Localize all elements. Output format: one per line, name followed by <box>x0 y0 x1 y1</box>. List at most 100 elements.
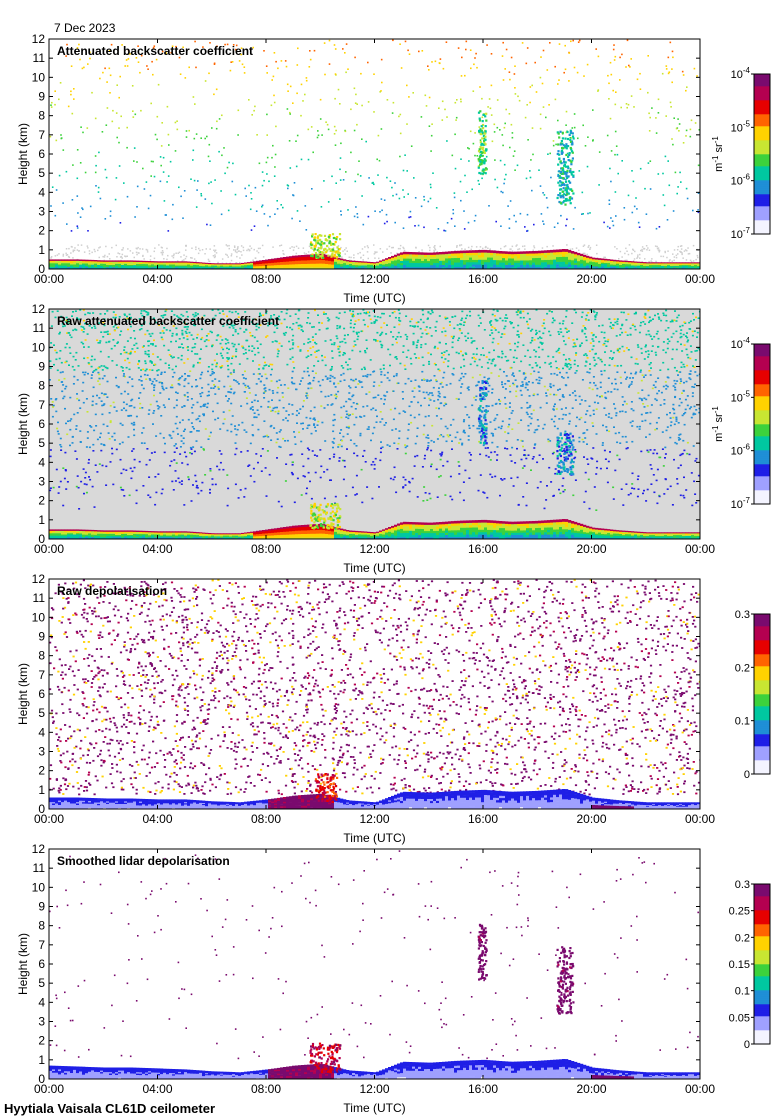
boundary-layer <box>49 1059 700 1079</box>
x-tick-label: 08:00 <box>251 272 281 286</box>
y-tick-label: 5 <box>38 436 45 450</box>
y-tick-label: 4 <box>38 725 45 739</box>
y-tick-label: 9 <box>38 900 45 914</box>
x-tick-label: 08:00 <box>251 1082 281 1096</box>
y-tick-label: 9 <box>38 90 45 104</box>
plot-background <box>49 849 700 1079</box>
x-tick-label: 00:00 <box>34 542 64 556</box>
y-tick-label: 4 <box>38 455 45 469</box>
x-tick-label: 12:00 <box>359 1082 389 1096</box>
colorbar-tick-label: 0.1 <box>735 986 750 998</box>
y-axis-label: Height (km) <box>16 663 30 725</box>
colorbar-tick-label: 0.3 <box>735 609 750 621</box>
date-label: 7 Dec 2023 <box>54 21 116 35</box>
x-tick-label: 12:00 <box>359 272 389 286</box>
colorbar: 0 0.05 0.1 0.15 0.2 0.25 0.3 <box>729 879 771 1051</box>
y-tick-label: 3 <box>38 745 45 759</box>
y-tick-label: 3 <box>38 1015 45 1029</box>
y-tick-label: 0 <box>38 262 45 276</box>
colorbar-tick-label: 10-5 <box>731 389 751 404</box>
cloud-patch <box>477 923 488 981</box>
boundary-layer <box>49 519 700 539</box>
panel-title: Attenuated backscatter coefficient <box>57 44 253 58</box>
x-tick-label: 16:00 <box>468 272 498 286</box>
y-tick-label: 12 <box>32 572 46 586</box>
colorbar-unit-label: m-1 sr-1 <box>711 136 725 172</box>
colorbar: 10-7 10-6 10-5 10-4 m-1 sr-1 <box>711 336 771 511</box>
plot-background <box>49 579 700 809</box>
colorbar-tick-label: 0.05 <box>729 1012 750 1024</box>
x-tick-label: 08:00 <box>251 812 281 826</box>
cloud-patch <box>477 380 488 445</box>
colorbar-tick-label: 10-4 <box>731 66 751 81</box>
y-tick-label: 8 <box>38 649 45 663</box>
cloud-patch <box>477 110 488 176</box>
y-tick-label: 0 <box>38 532 45 546</box>
colorbar-tick-label: 0.15 <box>729 959 750 971</box>
heatmap-area <box>49 39 700 269</box>
y-tick-label: 10 <box>32 70 46 84</box>
x-tick-label: 00:00 <box>34 1082 64 1096</box>
cloud-patch <box>309 502 342 530</box>
x-tick-label: 20:00 <box>576 542 606 556</box>
colorbar-tick-label: 0.3 <box>735 879 750 891</box>
y-tick-label: 2 <box>38 1034 45 1048</box>
x-tick-label: 04:00 <box>142 272 172 286</box>
x-tick-label: 04:00 <box>142 542 172 556</box>
y-tick-label: 0 <box>38 802 45 816</box>
noise-field <box>49 579 700 796</box>
y-tick-label: 11 <box>33 321 46 335</box>
y-tick-label: 9 <box>38 360 45 374</box>
x-tick-label: 12:00 <box>359 542 389 556</box>
y-tick-label: 7 <box>38 398 45 412</box>
noise-field <box>49 309 700 511</box>
y-tick-label: 2 <box>38 224 45 238</box>
y-tick-label: 2 <box>38 764 45 778</box>
cloud-patch <box>556 432 575 476</box>
y-tick-label: 12 <box>32 842 46 856</box>
y-tick-label: 8 <box>38 109 45 123</box>
x-tick-label: 00:00 <box>685 812 715 826</box>
y-tick-label: 4 <box>38 995 45 1009</box>
y-tick-label: 1 <box>38 783 45 797</box>
colorbar-unit-label: m-1 sr-1 <box>711 406 725 442</box>
x-tick-label: 08:00 <box>251 542 281 556</box>
y-tick-label: 8 <box>38 379 45 393</box>
y-axis-label: Height (km) <box>16 123 30 185</box>
colorbar-tick-label: 10-6 <box>731 443 751 458</box>
y-tick-label: 4 <box>38 185 45 199</box>
x-tick-label: 00:00 <box>34 272 64 286</box>
plot-background <box>49 309 700 539</box>
cloud-patch <box>314 773 339 803</box>
x-axis-label: Time (UTC) <box>343 831 405 845</box>
site-instrument-label: Hyytiala Vaisala CL61D ceilometer <box>4 1101 216 1116</box>
x-tick-label: 20:00 <box>576 1082 606 1096</box>
y-tick-label: 12 <box>32 302 46 316</box>
heatmap-area <box>49 579 700 809</box>
x-tick-label: 00:00 <box>685 1082 715 1096</box>
colorbar-tick-label: 0 <box>744 1039 750 1051</box>
boundary-layer <box>49 789 700 809</box>
colorbar: 0 0.1 0.2 0.3 <box>735 609 771 781</box>
y-tick-label: 6 <box>38 147 45 161</box>
y-tick-label: 5 <box>38 706 45 720</box>
colorbar-tick-label: 10-7 <box>731 226 751 241</box>
y-tick-label: 1 <box>38 243 45 257</box>
cloud-patch <box>556 129 575 206</box>
y-tick-label: 6 <box>38 417 45 431</box>
y-tick-label: 7 <box>38 128 45 142</box>
x-tick-label: 20:00 <box>576 812 606 826</box>
y-tick-label: 7 <box>38 668 45 682</box>
x-tick-label: 20:00 <box>576 272 606 286</box>
y-tick-label: 11 <box>33 861 46 875</box>
y-tick-label: 9 <box>38 630 45 644</box>
y-tick-label: 6 <box>38 957 45 971</box>
panel-title: Raw attenuated backscatter coefficient <box>57 314 279 328</box>
y-tick-label: 10 <box>32 880 46 894</box>
colorbar-tick-label: 10-6 <box>731 173 751 188</box>
y-tick-label: 5 <box>38 166 45 180</box>
x-tick-label: 00:00 <box>34 812 64 826</box>
